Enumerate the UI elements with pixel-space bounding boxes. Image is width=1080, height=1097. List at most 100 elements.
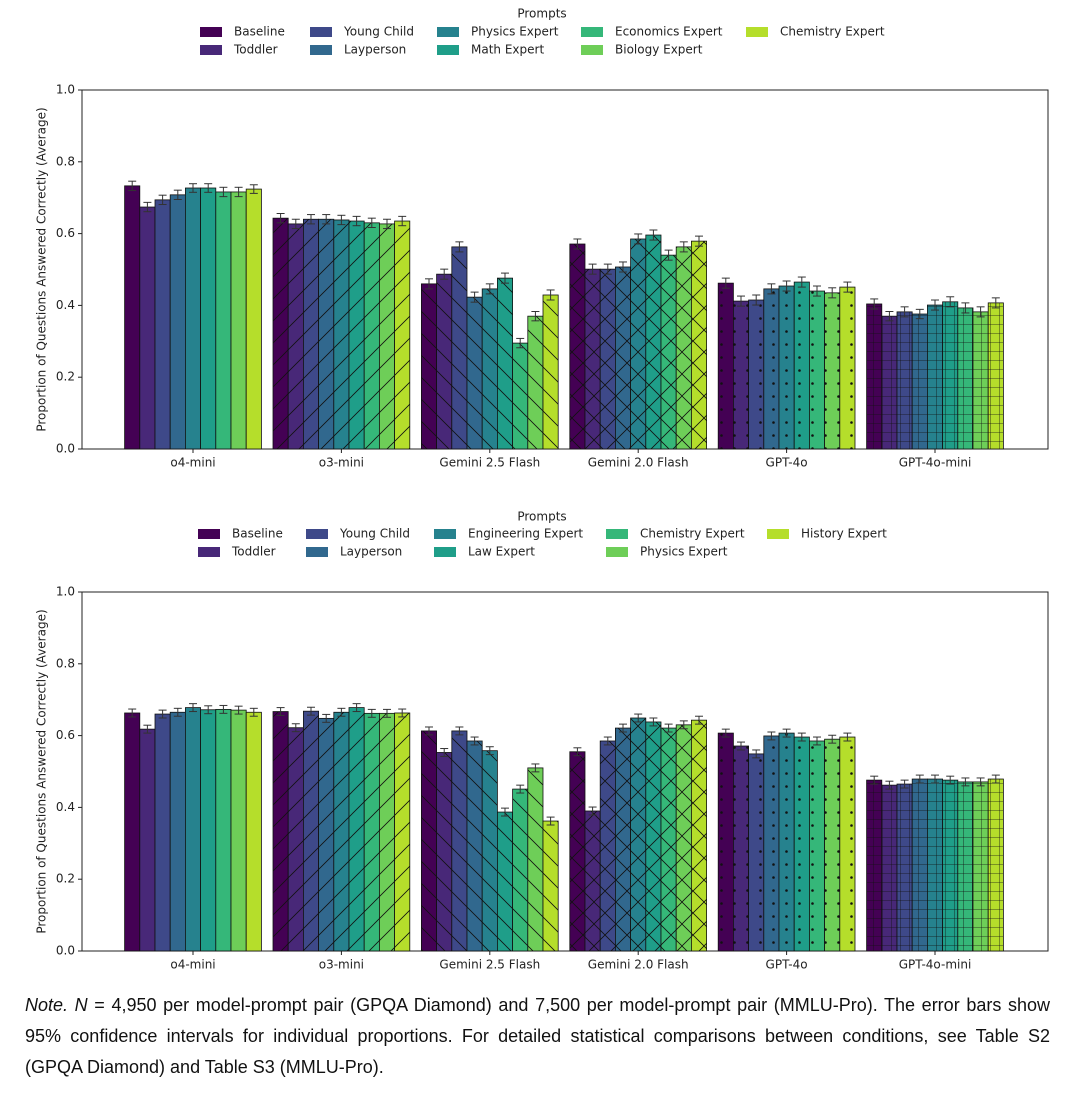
- plot-frame: [81, 591, 1049, 952]
- error-bar: [782, 280, 791, 292]
- bar: [763, 735, 780, 952]
- error-bar: [234, 186, 243, 198]
- error-bar: [797, 276, 806, 288]
- error-bar: [679, 720, 688, 730]
- legend-label: Chemistry Expert: [640, 527, 745, 541]
- bar: [660, 254, 677, 450]
- bar: [496, 811, 513, 952]
- error-bar: [619, 723, 627, 733]
- bar: [512, 342, 529, 450]
- x-tick-label: GPT-4o: [766, 958, 808, 972]
- legend-label: Biology Expert: [615, 43, 703, 57]
- error-bar: [470, 736, 479, 746]
- error-bar: [322, 214, 331, 225]
- error-bar: [828, 287, 837, 299]
- bar: [599, 740, 616, 952]
- bar: [542, 294, 559, 450]
- bar: [927, 778, 944, 952]
- bar: [215, 708, 232, 952]
- error-bar: [173, 189, 182, 200]
- y-tick-label: 1.0: [56, 83, 75, 97]
- error-bar: [603, 263, 612, 275]
- legend-label: Young Child: [343, 25, 414, 39]
- error-bar: [485, 283, 494, 295]
- y-axis-label: Proportion of Questions Answered Correct…: [35, 107, 49, 431]
- error-bar: [337, 707, 346, 717]
- legend-swatch: [306, 547, 328, 557]
- error-bar: [649, 717, 658, 727]
- legend-swatch: [434, 529, 456, 539]
- bar: [778, 285, 795, 450]
- error-bar: [752, 294, 761, 306]
- error-bar: [516, 337, 525, 349]
- legend-label: Law Expert: [468, 545, 535, 559]
- bar: [645, 234, 662, 450]
- bar: [881, 784, 898, 952]
- bar: [881, 315, 898, 450]
- bar: [394, 220, 411, 450]
- error-bar: [931, 299, 939, 311]
- error-bar: [931, 774, 939, 784]
- error-bar: [991, 774, 1000, 784]
- bar: [154, 199, 171, 450]
- bar: [866, 779, 883, 952]
- error-bar: [531, 763, 540, 773]
- error-bar: [634, 233, 643, 245]
- legend-label: Young Child: [339, 527, 410, 541]
- error-bar: [961, 302, 970, 314]
- legend-label: History Expert: [801, 527, 887, 541]
- error-bar: [307, 214, 315, 225]
- y-tick-label: 0.8: [56, 154, 75, 168]
- error-bar: [322, 713, 331, 723]
- bar: [378, 712, 395, 952]
- x-tick-label: o4-mini: [170, 456, 215, 470]
- x-tick-label: GPT-4o-mini: [899, 958, 972, 972]
- error-bar: [291, 218, 300, 230]
- bar: [333, 711, 350, 952]
- bar: [630, 717, 647, 952]
- bar: [957, 307, 974, 450]
- bar: [272, 711, 289, 952]
- error-bar: [398, 215, 407, 227]
- note-n: N: [74, 995, 88, 1015]
- error-bar: [425, 726, 433, 736]
- error-bar: [531, 311, 540, 322]
- y-tick-label: 0.8: [56, 656, 75, 670]
- legend-title: Prompts: [517, 510, 566, 524]
- legend-swatch: [437, 27, 459, 37]
- error-bar: [440, 268, 449, 280]
- error-bar: [782, 728, 791, 738]
- error-bar: [900, 306, 909, 318]
- y-tick-label: 0.2: [56, 370, 75, 384]
- legend-swatch: [200, 45, 222, 55]
- bar: [302, 710, 319, 952]
- bar: [942, 301, 959, 450]
- error-bar: [249, 184, 258, 194]
- bar: [139, 206, 156, 450]
- error-bar: [813, 285, 821, 297]
- bar: [215, 191, 232, 450]
- error-bar: [737, 741, 745, 751]
- bar: [675, 246, 692, 450]
- x-tick-label: GPT-4o: [766, 456, 808, 470]
- bar: [824, 738, 841, 952]
- error-bar: [470, 291, 479, 303]
- legend-title: Prompts: [517, 7, 566, 21]
- bar: [691, 719, 708, 952]
- y-tick-label: 0.6: [56, 226, 75, 240]
- bar: [793, 736, 810, 952]
- error-bar: [249, 707, 258, 717]
- error-bar: [291, 723, 300, 733]
- error-bar: [915, 774, 924, 784]
- error-bar: [695, 235, 703, 247]
- bar: [333, 219, 350, 450]
- legend-label: Baseline: [232, 527, 283, 541]
- bar: [748, 753, 765, 952]
- plot-frame: [81, 89, 1049, 450]
- bar: [839, 286, 856, 450]
- legend-label: Layperson: [340, 545, 402, 559]
- bar: [778, 732, 795, 952]
- bar: [363, 712, 380, 952]
- error-bar: [352, 703, 361, 713]
- note: Note. N = 4,950 per model-prompt pair (G…: [25, 990, 1050, 1083]
